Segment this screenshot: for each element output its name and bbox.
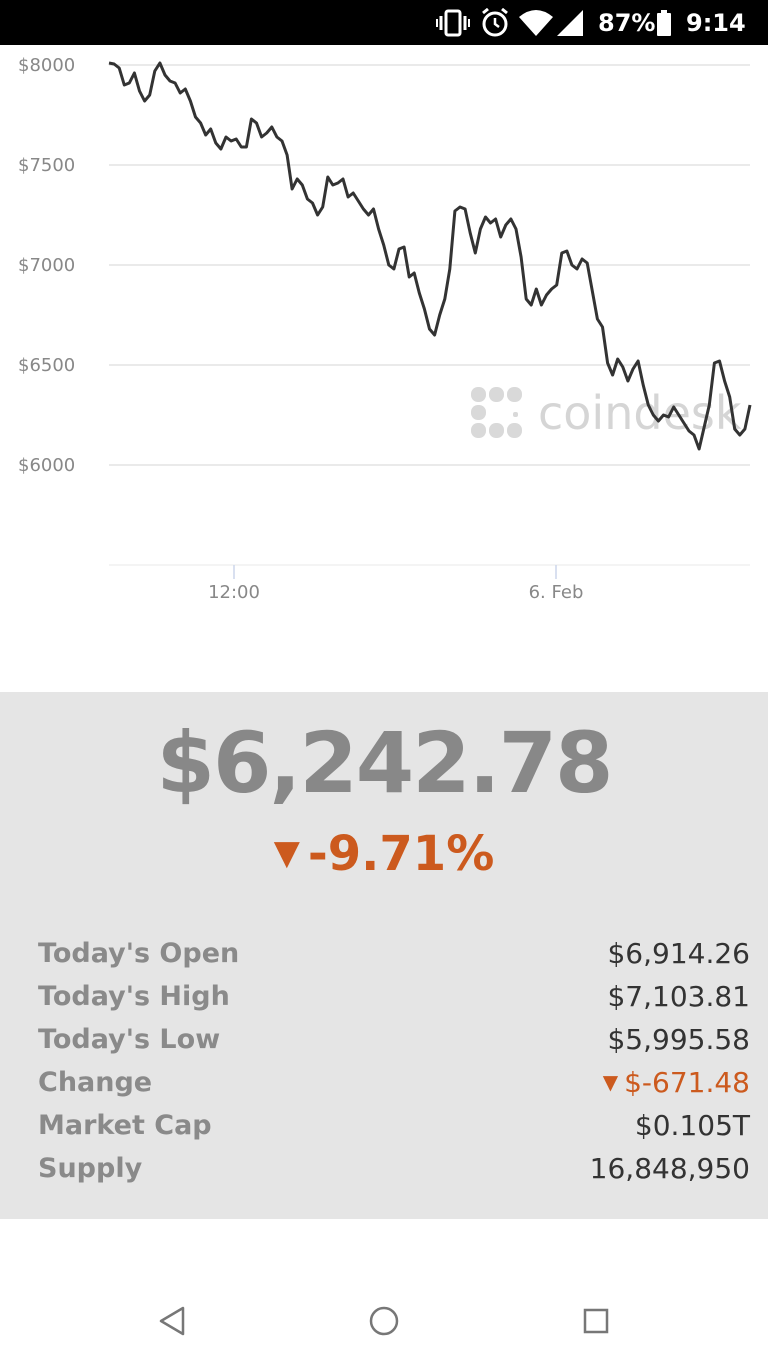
- back-button[interactable]: [152, 1301, 192, 1341]
- price-chart[interactable]: $8000 $7500 $7000 $6500 $6000 12:00 6. Feb co…: [0, 45, 768, 665]
- recents-icon: [583, 1308, 609, 1334]
- wifi-icon: [518, 0, 554, 45]
- stat-row-supply: Supply 16,848,950: [38, 1147, 750, 1190]
- coindesk-watermark: coindesk: [471, 386, 742, 440]
- home-icon: [369, 1306, 399, 1336]
- stat-label: Change: [38, 1067, 153, 1098]
- y-tick-label: $6500: [18, 355, 75, 376]
- stats-table: Today's Open $6,914.26 Today's High $7,1…: [38, 932, 750, 1190]
- price-change-percent: ▼ -9.71%: [0, 826, 768, 882]
- stat-row-high: Today's High $7,103.81: [38, 975, 750, 1018]
- cell-signal-icon: [556, 0, 584, 45]
- chart-grid: [109, 64, 750, 566]
- stat-row-open: Today's Open $6,914.26: [38, 932, 750, 975]
- y-tick-label: $8000: [18, 55, 75, 76]
- change-percent-value: -9.71%: [307, 826, 495, 882]
- stat-label: Today's Low: [38, 1024, 221, 1055]
- battery-percent: 87%: [598, 8, 656, 37]
- stat-row-low: Today's Low $5,995.58: [38, 1018, 750, 1061]
- battery-icon: [656, 0, 672, 45]
- change-amount: $-671.48: [624, 1066, 750, 1099]
- status-bar: 87% 9:14: [0, 0, 768, 45]
- stat-value: 16,848,950: [589, 1152, 750, 1185]
- y-tick-label: $7500: [18, 155, 75, 176]
- stat-label: Today's Open: [38, 938, 240, 969]
- clock-time: 9:14: [686, 8, 746, 37]
- down-arrow-icon: ▼: [273, 833, 300, 873]
- stat-row-change: Change ▼ $-671.48: [38, 1061, 750, 1104]
- price-chart-svg: $8000 $7500 $7000 $6500 $6000 12:00 6. Feb co…: [18, 55, 752, 603]
- stat-value: $0.105T: [634, 1109, 750, 1142]
- stat-value: $5,995.58: [607, 1023, 750, 1056]
- x-axis-ticks: 12:00 6. Feb: [208, 565, 583, 603]
- alarm-icon: [480, 0, 510, 45]
- recents-button[interactable]: [576, 1301, 616, 1341]
- stat-value: $7,103.81: [607, 980, 750, 1013]
- back-icon: [159, 1306, 185, 1336]
- stat-value: $6,914.26: [607, 937, 750, 970]
- home-button[interactable]: [364, 1301, 404, 1341]
- y-tick-label: $7000: [18, 255, 75, 276]
- vibrate-icon: [436, 0, 470, 45]
- stat-value: ▼ $-671.48: [603, 1066, 750, 1099]
- price-series-line: [108, 61, 752, 451]
- x-tick-label: 12:00: [208, 582, 260, 603]
- coindesk-logo-icon: [471, 387, 522, 438]
- current-price: $6,242.78: [156, 714, 614, 812]
- stat-label: Supply: [38, 1153, 143, 1184]
- price-panel: $6,242.78 ▼ -9.71% Today's Open $6,914.26…: [0, 692, 768, 1219]
- stat-label: Today's High: [38, 981, 230, 1012]
- stat-label: Market Cap: [38, 1110, 212, 1141]
- down-arrow-icon: ▼: [602, 1070, 619, 1094]
- navigation-bar: [0, 1275, 768, 1365]
- x-tick-label: 6. Feb: [529, 582, 584, 603]
- y-axis-ticks: $8000 $7500 $7000 $6500 $6000: [18, 55, 75, 476]
- y-tick-label: $6000: [18, 455, 75, 476]
- stat-row-market-cap: Market Cap $0.105T: [38, 1104, 750, 1147]
